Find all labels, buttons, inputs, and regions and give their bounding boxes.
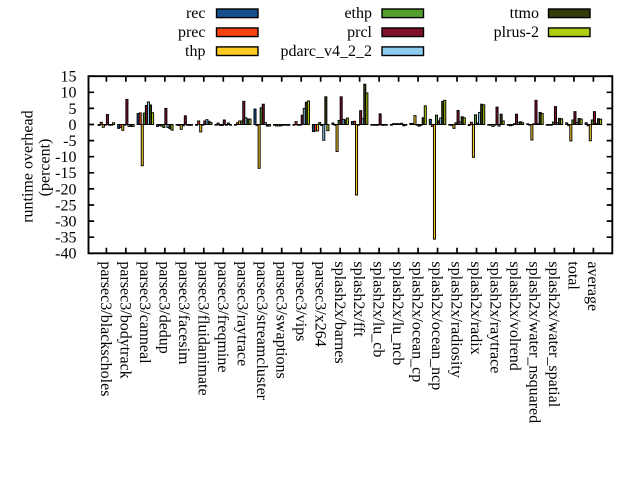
svg-text:-25: -25 [55, 197, 76, 214]
svg-text:-35: -35 [55, 230, 76, 247]
svg-text:-40: -40 [55, 246, 76, 263]
svg-text:parsec3/blackscholes: parsec3/blackscholes [97, 261, 114, 396]
svg-text:plrus-2: plrus-2 [494, 24, 539, 41]
svg-text:runtime overhead: runtime overhead [20, 110, 37, 222]
svg-text:parsec3/raytrace: parsec3/raytrace [233, 261, 250, 366]
svg-text:splash2x/barnes: splash2x/barnes [331, 261, 348, 363]
svg-text:thp: thp [185, 43, 205, 60]
svg-text:splash2x/raytrace: splash2x/raytrace [487, 261, 504, 373]
svg-text:ethp: ethp [344, 5, 372, 22]
svg-text:0: 0 [69, 117, 77, 134]
svg-text:parsec3/streamcluster: parsec3/streamcluster [253, 261, 270, 400]
svg-text:splash2x/lu_ncb: splash2x/lu_ncb [389, 261, 406, 365]
svg-text:parsec3/bodytrack: parsec3/bodytrack [116, 261, 133, 378]
svg-text:splash2x/radiosity: splash2x/radiosity [448, 261, 465, 377]
svg-text:(percent): (percent) [37, 139, 54, 197]
svg-text:parsec3/swaptions: parsec3/swaptions [272, 261, 289, 378]
svg-text:-5: -5 [63, 133, 76, 150]
svg-text:total: total [565, 261, 582, 290]
svg-text:10: 10 [61, 85, 77, 102]
svg-text:parsec3/fluidanimate: parsec3/fluidanimate [194, 261, 211, 395]
svg-text:splash2x/ocean_ncp: splash2x/ocean_ncp [428, 261, 445, 390]
svg-text:parsec3/vips: parsec3/vips [292, 261, 309, 341]
svg-text:-30: -30 [55, 214, 76, 231]
svg-text:splash2x/radix: splash2x/radix [467, 261, 484, 354]
svg-text:parsec3/dedup: parsec3/dedup [155, 261, 172, 353]
svg-text:average: average [584, 261, 601, 311]
svg-text:prcl: prcl [347, 24, 372, 41]
svg-text:ttmo: ttmo [510, 5, 539, 22]
svg-text:splash2x/fft: splash2x/fft [350, 261, 367, 337]
svg-text:15: 15 [61, 69, 77, 86]
svg-text:splash2x/volrend: splash2x/volrend [506, 261, 523, 370]
svg-text:parsec3/facesim: parsec3/facesim [175, 261, 192, 365]
svg-text:parsec3/freqmine: parsec3/freqmine [214, 261, 231, 372]
svg-text:splash2x/water_nsquared: splash2x/water_nsquared [526, 261, 543, 423]
svg-text:5: 5 [69, 101, 77, 118]
svg-text:splash2x/water_spatial: splash2x/water_spatial [545, 261, 562, 407]
svg-text:-10: -10 [55, 149, 76, 166]
svg-text:parsec3/x264: parsec3/x264 [311, 261, 328, 346]
svg-text:splash2x/lu_cb: splash2x/lu_cb [370, 261, 387, 357]
svg-text:rec: rec [186, 5, 206, 22]
svg-text:parsec3/canneal: parsec3/canneal [136, 261, 153, 364]
svg-text:splash2x/ocean_cp: splash2x/ocean_cp [409, 261, 426, 382]
svg-text:-20: -20 [55, 181, 76, 198]
svg-text:prec: prec [178, 24, 206, 41]
svg-text:-15: -15 [55, 165, 76, 182]
svg-text:pdarc_v4_2_2: pdarc_v4_2_2 [280, 43, 372, 60]
